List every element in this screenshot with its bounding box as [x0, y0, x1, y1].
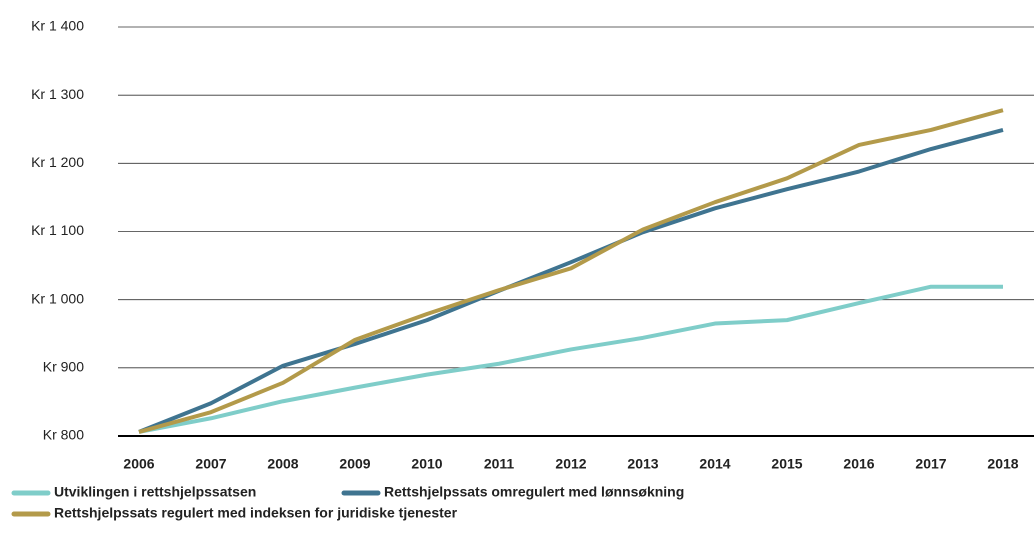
line-series [138, 284, 1003, 434]
x-tick-label: 2013 [627, 456, 658, 472]
y-tick-label: Kr 1 400 [31, 18, 84, 34]
x-tick-label: 2017 [915, 456, 946, 472]
y-tick-label: Kr 800 [43, 427, 84, 443]
x-tick-label: 2008 [267, 456, 298, 472]
legend-label: Utviklingen i rettshjelpssatsen [54, 484, 256, 500]
x-tick-label: 2007 [195, 456, 226, 472]
x-tick-label: 2012 [555, 456, 586, 472]
x-tick-label: 2009 [339, 456, 370, 472]
y-tick-label: Kr 1 300 [31, 86, 84, 102]
y-tick-label: Kr 1 200 [31, 154, 84, 170]
y-tick-label: Kr 1 000 [31, 290, 84, 306]
line-series [138, 127, 1004, 434]
x-tick-label: 2016 [843, 456, 874, 472]
x-tick-label: 2010 [411, 456, 442, 472]
legend-label: Rettshjelpssats omregulert med lønnsøkni… [384, 484, 684, 500]
y-tick-label: Kr 900 [43, 359, 84, 375]
legend-label: Rettshjelpssats regulert med indeksen fo… [54, 505, 458, 521]
y-tick-label: Kr 1 100 [31, 222, 84, 238]
x-tick-label: 2014 [699, 456, 730, 472]
x-tick-label: 2011 [484, 456, 515, 472]
x-tick-label: 2006 [123, 456, 154, 472]
line-series [138, 108, 1004, 434]
x-tick-label: 2015 [771, 456, 802, 472]
x-tick-label: 2018 [987, 456, 1018, 472]
